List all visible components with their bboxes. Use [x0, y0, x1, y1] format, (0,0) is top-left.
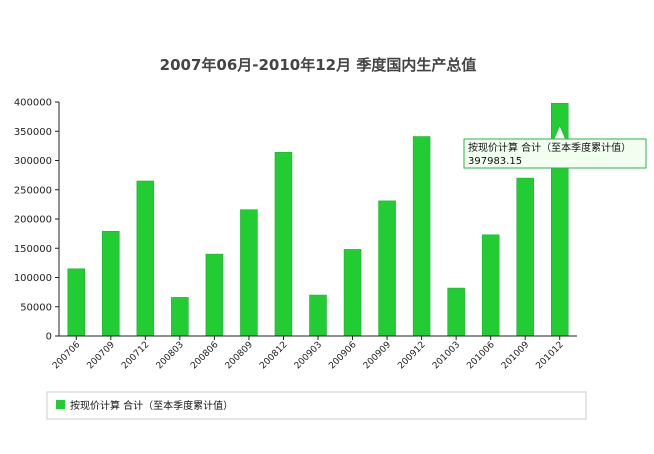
x-tick-label: 200909: [362, 340, 394, 372]
x-tick-label: 200809: [224, 340, 256, 372]
bar[interactable]: [412, 136, 431, 337]
x-tick-label: 201003: [431, 340, 462, 371]
y-tick-label: 400000: [14, 98, 52, 109]
y-tick-label: 50000: [20, 302, 52, 313]
bar[interactable]: [343, 249, 362, 337]
legend: 按现价计算 合计（至本季度累计值）: [46, 391, 587, 420]
bars: [67, 102, 569, 337]
x-tick-label: 200712: [120, 340, 151, 371]
y-tick-label: 250000: [14, 185, 52, 196]
tooltip-value: 397983.15: [468, 156, 522, 167]
bar[interactable]: [171, 297, 189, 337]
legend-label: 按现价计算 合计（至本季度累计值）: [70, 399, 233, 412]
x-tick-label: 200806: [189, 340, 221, 372]
legend-box: [46, 391, 587, 420]
bar[interactable]: [447, 287, 465, 337]
x-tick-label: 200709: [86, 340, 118, 372]
y-axis: 0 50000 100000 150000 200000 250000 300000 3500…: [14, 98, 59, 343]
legend-swatch: [56, 400, 65, 409]
bar[interactable]: [309, 294, 327, 337]
x-axis: 200706 200709 200712 200803 200806 200809 2008…: [51, 336, 566, 371]
x-tick-label: 200706: [51, 340, 83, 372]
x-tick-label: 201009: [500, 340, 532, 372]
y-tick-label: 0: [46, 332, 52, 343]
x-tick-label: 200803: [155, 340, 186, 371]
tooltip-series-label: 按现价计算 合计（至本季度累计值）: [468, 141, 631, 154]
x-tick-label: 201006: [465, 340, 497, 372]
bar[interactable]: [67, 268, 86, 337]
y-tick-label: 350000: [14, 127, 52, 138]
bar[interactable]: [274, 152, 293, 337]
chart-title: 2007年06月-2010年12月 季度国内生产总值: [160, 56, 477, 74]
x-tick-label: 200903: [293, 340, 324, 371]
x-tick-label: 200906: [327, 340, 359, 372]
bar[interactable]: [205, 253, 224, 337]
y-tick-label: 300000: [14, 156, 52, 167]
bar[interactable]: [378, 200, 396, 337]
y-tick-label: 150000: [14, 244, 52, 255]
bar[interactable]: [481, 234, 500, 337]
y-tick-label: 200000: [14, 215, 52, 226]
x-tick-label: 200812: [258, 340, 289, 371]
bar[interactable]: [516, 177, 534, 337]
tooltip: 按现价计算 合计（至本季度累计值） 397983.15: [463, 123, 647, 169]
x-tick-label: 201012: [534, 340, 565, 371]
bar[interactable]: [102, 231, 120, 337]
x-tick-label: 200912: [396, 340, 427, 371]
bar[interactable]: [240, 209, 258, 337]
y-tick-label: 100000: [14, 273, 52, 284]
bar[interactable]: [136, 180, 155, 337]
tooltip-box: [463, 138, 647, 169]
